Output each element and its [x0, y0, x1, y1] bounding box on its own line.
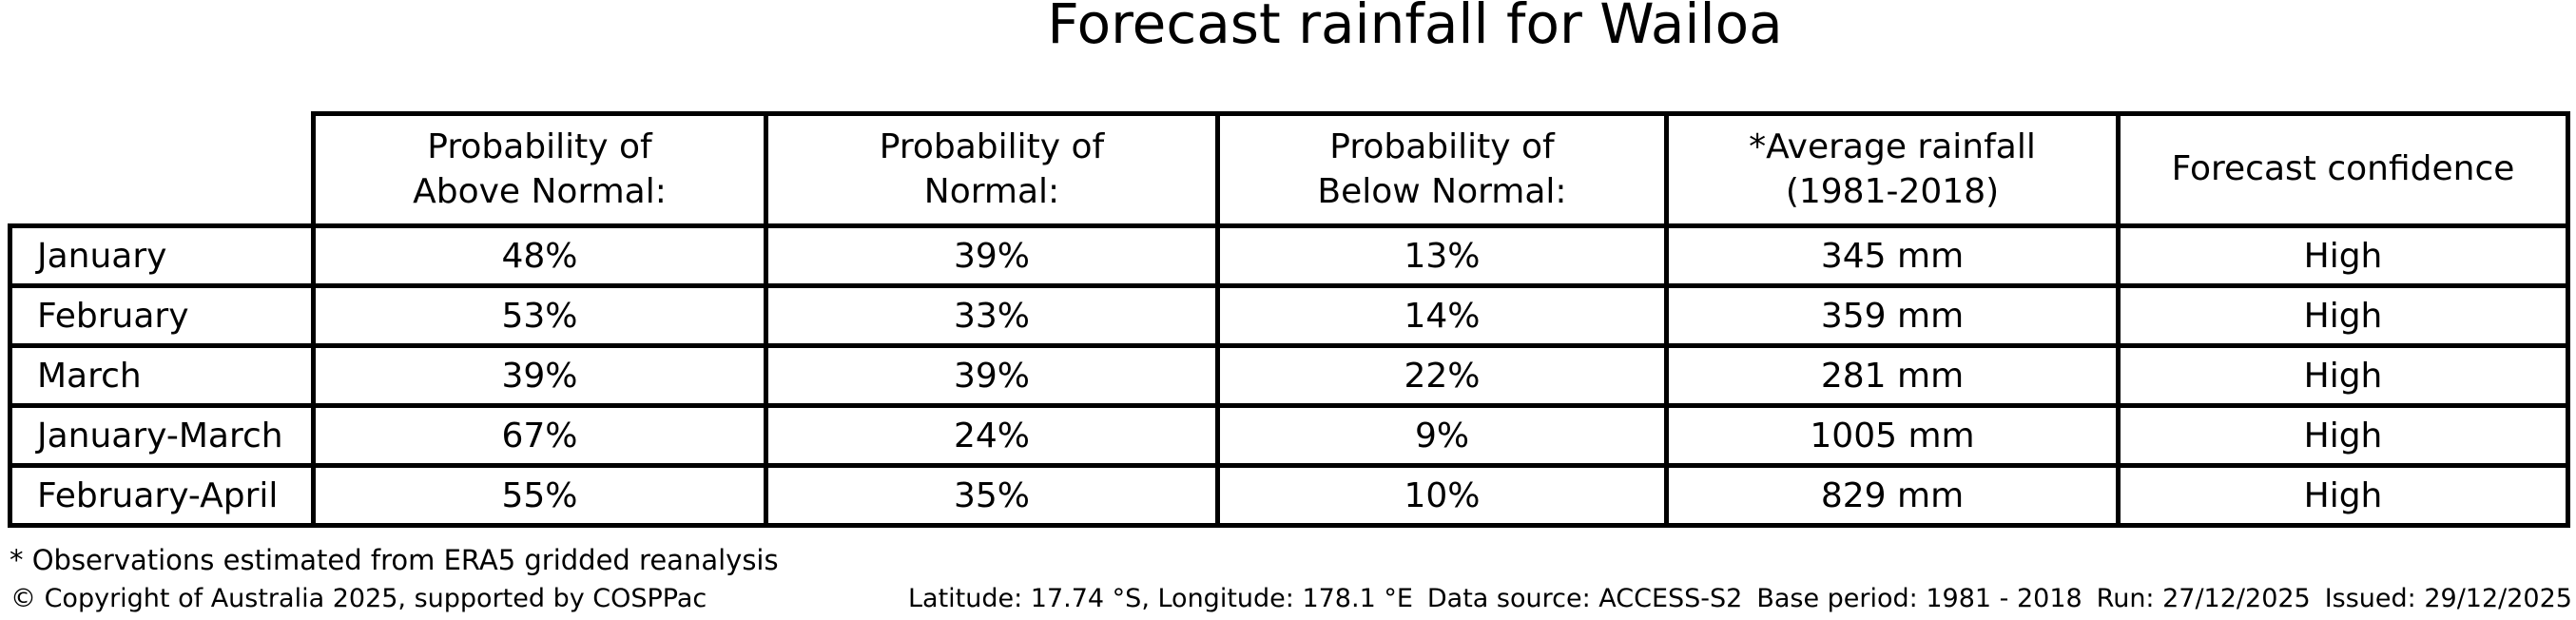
- footer-issued-date: Issued: 29/12/2025: [2324, 584, 2572, 613]
- column-header-normal: Probability of Normal:: [764, 111, 1220, 228]
- footer-base-period: Base period: 1981 - 2018: [1756, 584, 2082, 613]
- header-row: Probability of Above Normal: Probability…: [10, 111, 2570, 228]
- column-header-forecast-confidence: Forecast confidence: [2116, 111, 2570, 228]
- cell-average-rainfall: 345 mm: [1664, 223, 2121, 288]
- table-row-march: March 39% 39% 22% 281 mm High: [8, 343, 2570, 408]
- table-row-january-march: January-March 67% 24% 9% 1005 mm High: [8, 403, 2570, 468]
- table-row-february-april: February-April 55% 35% 10% 829 mm High: [8, 463, 2570, 528]
- cell-normal: 39%: [764, 223, 1220, 288]
- cell-forecast-confidence: High: [2116, 343, 2570, 408]
- cell-below-normal: 22%: [1215, 343, 1669, 408]
- copyright-text: © Copyright of Australia 2025, supported…: [10, 584, 707, 613]
- footer-run-date: Run: 27/12/2025: [2096, 584, 2311, 613]
- cell-average-rainfall: 829 mm: [1664, 463, 2121, 528]
- row-label: February-April: [8, 463, 316, 528]
- row-label: January-March: [8, 403, 316, 468]
- cell-average-rainfall: 359 mm: [1664, 283, 2121, 348]
- cell-normal: 39%: [764, 343, 1220, 408]
- observations-footnote: * Observations estimated from ERA5 gridd…: [10, 544, 779, 576]
- table-row-february: February 53% 33% 14% 359 mm High: [8, 283, 2570, 348]
- column-header-above-normal: Probability of Above Normal:: [311, 111, 768, 228]
- cell-above-normal: 55%: [311, 463, 768, 528]
- corner-cell: [10, 114, 314, 226]
- cell-below-normal: 9%: [1215, 403, 1669, 468]
- cell-average-rainfall: 1005 mm: [1664, 403, 2121, 468]
- cell-below-normal: 10%: [1215, 463, 1669, 528]
- cell-forecast-confidence: High: [2116, 283, 2570, 348]
- row-label: March: [8, 343, 316, 408]
- cell-forecast-confidence: High: [2116, 403, 2570, 468]
- footer-metadata: Latitude: 17.74 °S, Longitude: 178.1 °E …: [908, 584, 2572, 613]
- row-label: January: [8, 223, 316, 288]
- column-header-below-normal: Probability of Below Normal:: [1215, 111, 1669, 228]
- cell-normal: 24%: [764, 403, 1220, 468]
- row-label: February: [8, 283, 316, 348]
- cell-below-normal: 13%: [1215, 223, 1669, 288]
- footer: © Copyright of Australia 2025, supported…: [0, 584, 2576, 620]
- cell-forecast-confidence: High: [2116, 463, 2570, 528]
- cell-normal: 33%: [764, 283, 1220, 348]
- page-title: Forecast rainfall for Wailoa: [1047, 0, 1783, 56]
- forecast-table: Probability of Above Normal: Probability…: [8, 111, 2570, 528]
- cell-forecast-confidence: High: [2116, 223, 2570, 288]
- cell-above-normal: 48%: [311, 223, 768, 288]
- cell-below-normal: 14%: [1215, 283, 1669, 348]
- table-row-january: January 48% 39% 13% 345 mm High: [8, 223, 2570, 288]
- cell-average-rainfall: 281 mm: [1664, 343, 2121, 408]
- cell-above-normal: 67%: [311, 403, 768, 468]
- cell-above-normal: 39%: [311, 343, 768, 408]
- column-header-average-rainfall: *Average rainfall (1981-2018): [1664, 111, 2121, 228]
- cell-normal: 35%: [764, 463, 1220, 528]
- footer-lat-lon: Latitude: 17.74 °S, Longitude: 178.1 °E: [908, 584, 1413, 613]
- cell-above-normal: 53%: [311, 283, 768, 348]
- footer-data-source: Data source: ACCESS-S2: [1426, 584, 1743, 613]
